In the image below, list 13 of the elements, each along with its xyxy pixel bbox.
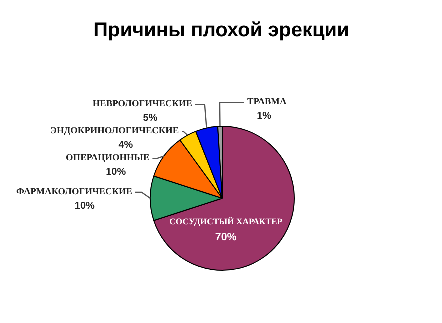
slice-label: ЭНДОКРИНОЛОГИЧЕСКИЕ	[50, 126, 180, 137]
slice-label: НЕВРОЛОГИЧЕСКИЕ	[92, 100, 192, 110]
data-label: 10%	[74, 201, 96, 212]
data-label: 5%	[143, 113, 158, 124]
slice-label: ФАРМАКОЛОГИЧЕСКИЕ	[16, 188, 133, 198]
data-label: 4%	[118, 140, 134, 152]
chart-title: Причины плохой эрекции	[94, 20, 350, 42]
data-label: 1%	[257, 111, 272, 122]
data-label: 10%	[106, 167, 126, 178]
data-label: 70%	[215, 231, 238, 244]
slice-label: ТРАВМА	[248, 98, 287, 108]
slice-label: СОСУДИСТЫЙ ХАРАКТЕР	[170, 216, 284, 226]
slice-label: ОПЕРАЦИОННЫЕ	[66, 154, 150, 164]
